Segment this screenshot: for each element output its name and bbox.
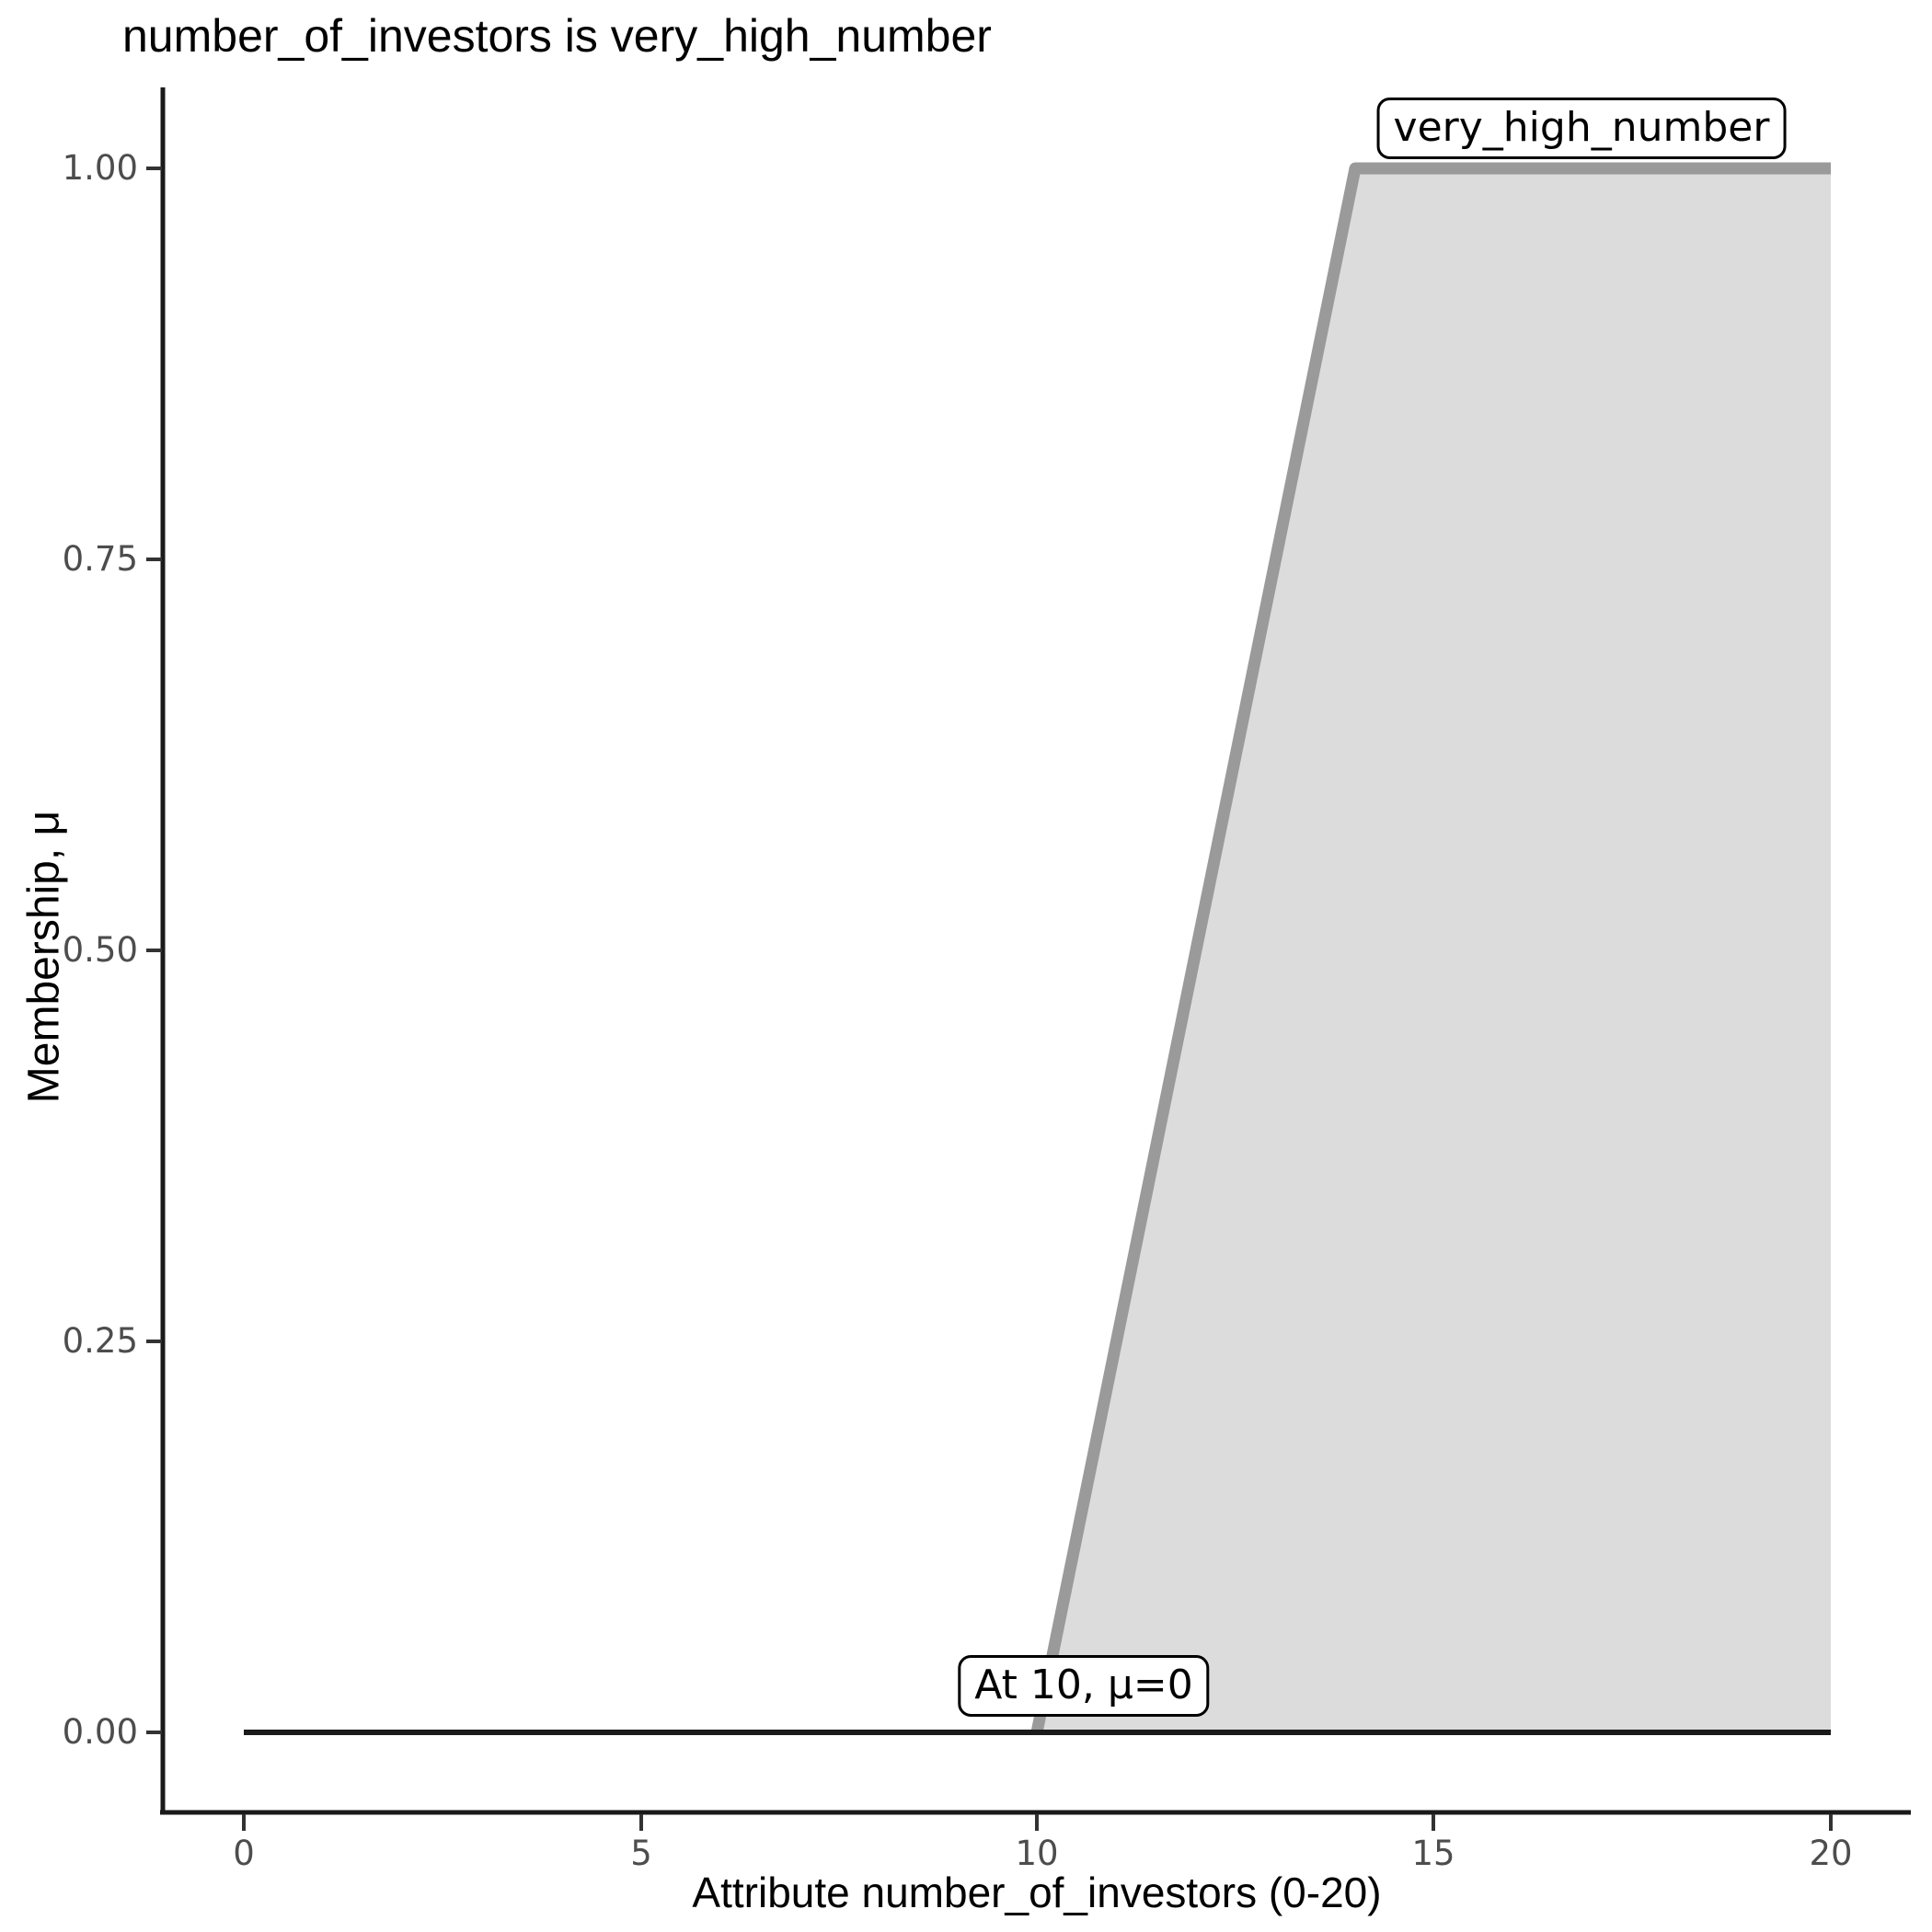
- y-tick-label: 0.00: [62, 1712, 138, 1752]
- y-tick-label: 0.50: [62, 930, 138, 970]
- x-tick-label: 15: [1411, 1834, 1455, 1873]
- chart-title: number_of_investors is very_high_number: [122, 10, 992, 62]
- y-tick-label: 0.75: [62, 539, 138, 579]
- x-axis-title: Attribute number_of_investors (0-20): [692, 1869, 1382, 1916]
- point-annotation-label: At 10, μ=0: [958, 1655, 1210, 1717]
- y-tick-label: 1.00: [62, 148, 138, 188]
- y-axis-title: Membership, μ: [19, 810, 69, 1104]
- x-tick-label: 20: [1809, 1834, 1853, 1873]
- membership-line: [1030, 162, 1831, 1734]
- y-tick-label: 0.25: [62, 1321, 138, 1361]
- membership-area: [1037, 168, 1831, 1732]
- x-tick-label: 10: [1015, 1834, 1059, 1873]
- x-tick-label: 5: [630, 1834, 652, 1873]
- x-tick-label: 0: [233, 1834, 255, 1873]
- set-name-label: very_high_number: [1376, 98, 1787, 159]
